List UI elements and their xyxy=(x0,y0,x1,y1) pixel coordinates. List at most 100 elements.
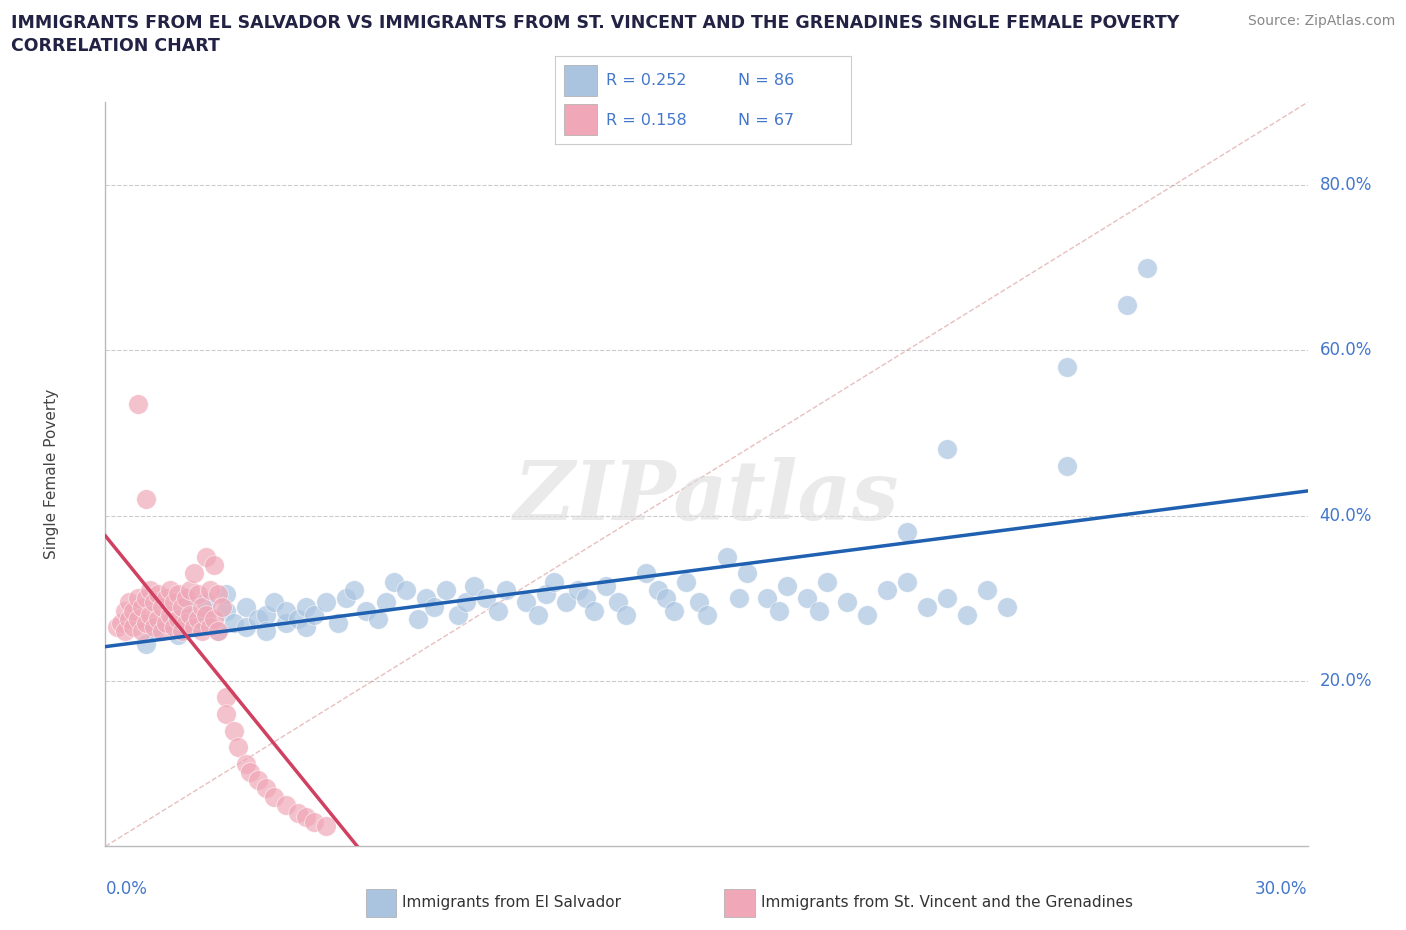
Point xyxy=(343,582,366,597)
Point xyxy=(374,595,398,610)
Point xyxy=(534,587,557,602)
Point xyxy=(575,591,598,605)
Point xyxy=(447,607,470,622)
Point xyxy=(135,591,157,605)
Point xyxy=(543,575,565,590)
Text: 40.0%: 40.0% xyxy=(1320,507,1372,525)
Text: Single Female Poverty: Single Female Poverty xyxy=(44,389,59,560)
Point xyxy=(174,616,197,631)
Text: 20.0%: 20.0% xyxy=(1320,672,1372,690)
Point xyxy=(207,587,229,602)
Point xyxy=(194,595,217,610)
Point xyxy=(326,616,349,631)
Point xyxy=(315,818,337,833)
Point xyxy=(274,798,297,813)
Point xyxy=(127,612,149,627)
Point xyxy=(855,607,877,622)
Point xyxy=(118,612,141,627)
Point xyxy=(135,616,157,631)
Point xyxy=(214,707,236,722)
FancyBboxPatch shape xyxy=(564,65,596,96)
Point xyxy=(463,578,485,593)
Point xyxy=(263,790,285,804)
Point xyxy=(179,582,201,597)
Point xyxy=(122,604,145,618)
Point xyxy=(727,591,749,605)
Point xyxy=(166,587,188,602)
Point xyxy=(423,599,446,614)
Point xyxy=(155,591,177,605)
Point xyxy=(127,591,149,605)
Point xyxy=(354,604,377,618)
Point xyxy=(222,724,245,738)
Point xyxy=(138,607,160,622)
Point xyxy=(155,616,177,631)
Point xyxy=(183,619,205,634)
Point xyxy=(142,619,165,634)
Point xyxy=(287,805,309,820)
Point xyxy=(796,591,818,605)
Point xyxy=(135,636,157,651)
Point xyxy=(664,604,686,618)
Point xyxy=(214,604,236,618)
Point xyxy=(194,607,217,622)
Point xyxy=(315,595,337,610)
Point xyxy=(190,599,212,614)
Point xyxy=(263,595,285,610)
Point xyxy=(198,582,221,597)
Point xyxy=(226,739,249,754)
Text: R = 0.252: R = 0.252 xyxy=(606,73,686,88)
Point xyxy=(222,616,245,631)
Point xyxy=(527,607,550,622)
Point xyxy=(170,599,193,614)
Point xyxy=(815,575,838,590)
Point xyxy=(755,591,778,605)
Point xyxy=(1136,260,1159,275)
Point xyxy=(235,619,257,634)
Point xyxy=(146,612,169,627)
Point xyxy=(936,591,959,605)
Point xyxy=(174,591,197,605)
Point xyxy=(142,624,165,639)
Point xyxy=(194,550,217,565)
Point xyxy=(254,624,277,639)
Point xyxy=(876,582,898,597)
Point xyxy=(415,591,437,605)
Point xyxy=(896,525,918,539)
Point xyxy=(150,599,173,614)
Point xyxy=(146,587,169,602)
Point xyxy=(936,442,959,457)
Point xyxy=(166,612,188,627)
Point xyxy=(246,612,269,627)
Point xyxy=(835,595,858,610)
Point xyxy=(114,624,136,639)
Point xyxy=(162,619,184,634)
Point xyxy=(295,619,318,634)
Point xyxy=(110,616,132,631)
Point xyxy=(607,595,630,610)
Text: CORRELATION CHART: CORRELATION CHART xyxy=(11,37,221,55)
Point xyxy=(295,810,318,825)
Point xyxy=(395,582,418,597)
Point xyxy=(688,595,710,610)
Point xyxy=(235,756,257,771)
Point xyxy=(166,628,188,643)
Text: R = 0.158: R = 0.158 xyxy=(606,113,686,127)
Text: N = 67: N = 67 xyxy=(738,113,794,127)
Point xyxy=(1116,298,1139,312)
Point xyxy=(583,604,606,618)
Point xyxy=(768,604,790,618)
Point xyxy=(716,550,738,565)
Point xyxy=(246,773,269,788)
Text: Immigrants from El Salvador: Immigrants from El Salvador xyxy=(402,895,621,910)
Point xyxy=(655,591,678,605)
Point xyxy=(190,624,212,639)
Point xyxy=(1056,359,1078,374)
Point xyxy=(976,582,998,597)
Point xyxy=(254,607,277,622)
Point xyxy=(287,612,309,627)
Text: 30.0%: 30.0% xyxy=(1256,880,1308,897)
Point xyxy=(406,612,429,627)
Point xyxy=(302,607,325,622)
Point xyxy=(567,582,589,597)
